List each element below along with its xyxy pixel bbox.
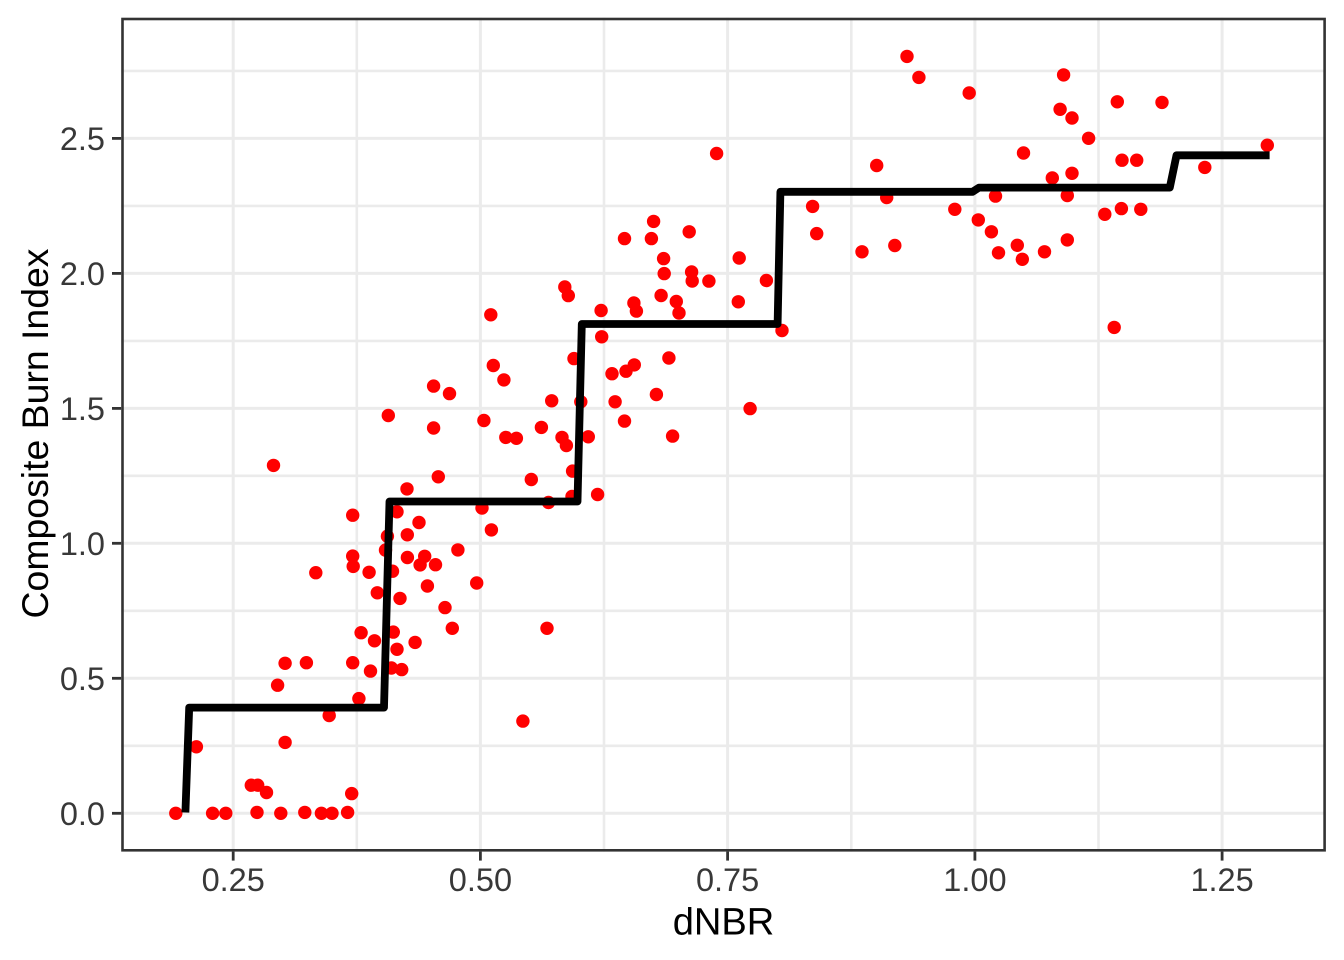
- svg-text:1.25: 1.25: [1190, 862, 1253, 898]
- svg-text:2.5: 2.5: [60, 121, 105, 157]
- svg-text:0.0: 0.0: [60, 796, 105, 832]
- svg-text:Composite Burn Index: Composite Burn Index: [14, 248, 56, 618]
- svg-text:0.75: 0.75: [696, 862, 759, 898]
- svg-text:0.5: 0.5: [60, 661, 105, 697]
- svg-text:2.0: 2.0: [60, 256, 105, 292]
- svg-text:0.50: 0.50: [449, 862, 512, 898]
- svg-text:0.25: 0.25: [202, 862, 265, 898]
- svg-text:dNBR: dNBR: [673, 902, 775, 944]
- svg-text:1.5: 1.5: [60, 391, 105, 427]
- svg-text:1.00: 1.00: [943, 862, 1006, 898]
- svg-text:1.0: 1.0: [60, 526, 105, 562]
